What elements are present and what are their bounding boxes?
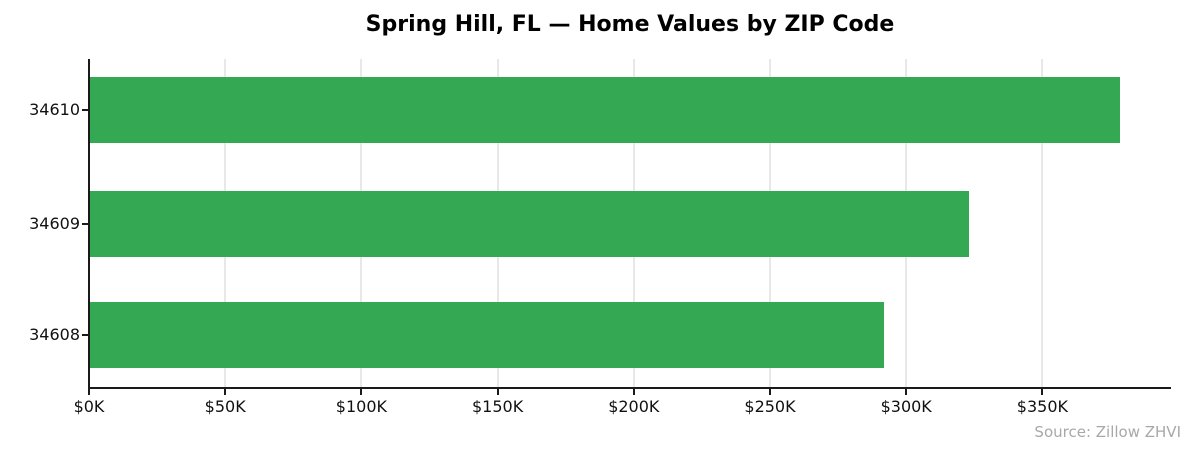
x-tick-label: $350K [1016, 397, 1068, 416]
x-tick-mark [905, 389, 908, 395]
x-tick-mark [496, 389, 499, 395]
x-tick-label: $300K [880, 397, 932, 416]
x-tick-mark [88, 389, 90, 395]
x-tick-mark [360, 389, 363, 395]
bar-34609 [90, 191, 970, 257]
y-tick-mark [82, 109, 88, 111]
x-tick-label: $250K [744, 397, 796, 416]
y-tick-label: 34609 [29, 214, 80, 233]
source-note: Source: Zillow ZHVI [1034, 423, 1181, 441]
bar-34610 [90, 77, 1121, 143]
y-tick-mark [82, 334, 88, 336]
x-tick-label: $150K [471, 397, 524, 416]
x-tick-mark [224, 389, 227, 395]
y-tick-label: 34608 [29, 325, 80, 344]
x-gridline [1041, 59, 1044, 387]
y-tick-mark [82, 223, 88, 225]
y-tick-label: 34610 [29, 100, 80, 119]
x-tick-label: $200K [608, 397, 660, 416]
bar-34608 [90, 302, 885, 368]
x-tick-label: $0K [73, 397, 105, 416]
x-tick-label: $100K [335, 397, 387, 416]
chart-title: Spring Hill, FL — Home Values by ZIP Cod… [365, 12, 895, 37]
x-tick-mark [769, 389, 771, 395]
x-tick-mark [632, 389, 635, 395]
x-tick-label: $50K [204, 397, 246, 416]
x-tick-mark [1041, 389, 1044, 395]
